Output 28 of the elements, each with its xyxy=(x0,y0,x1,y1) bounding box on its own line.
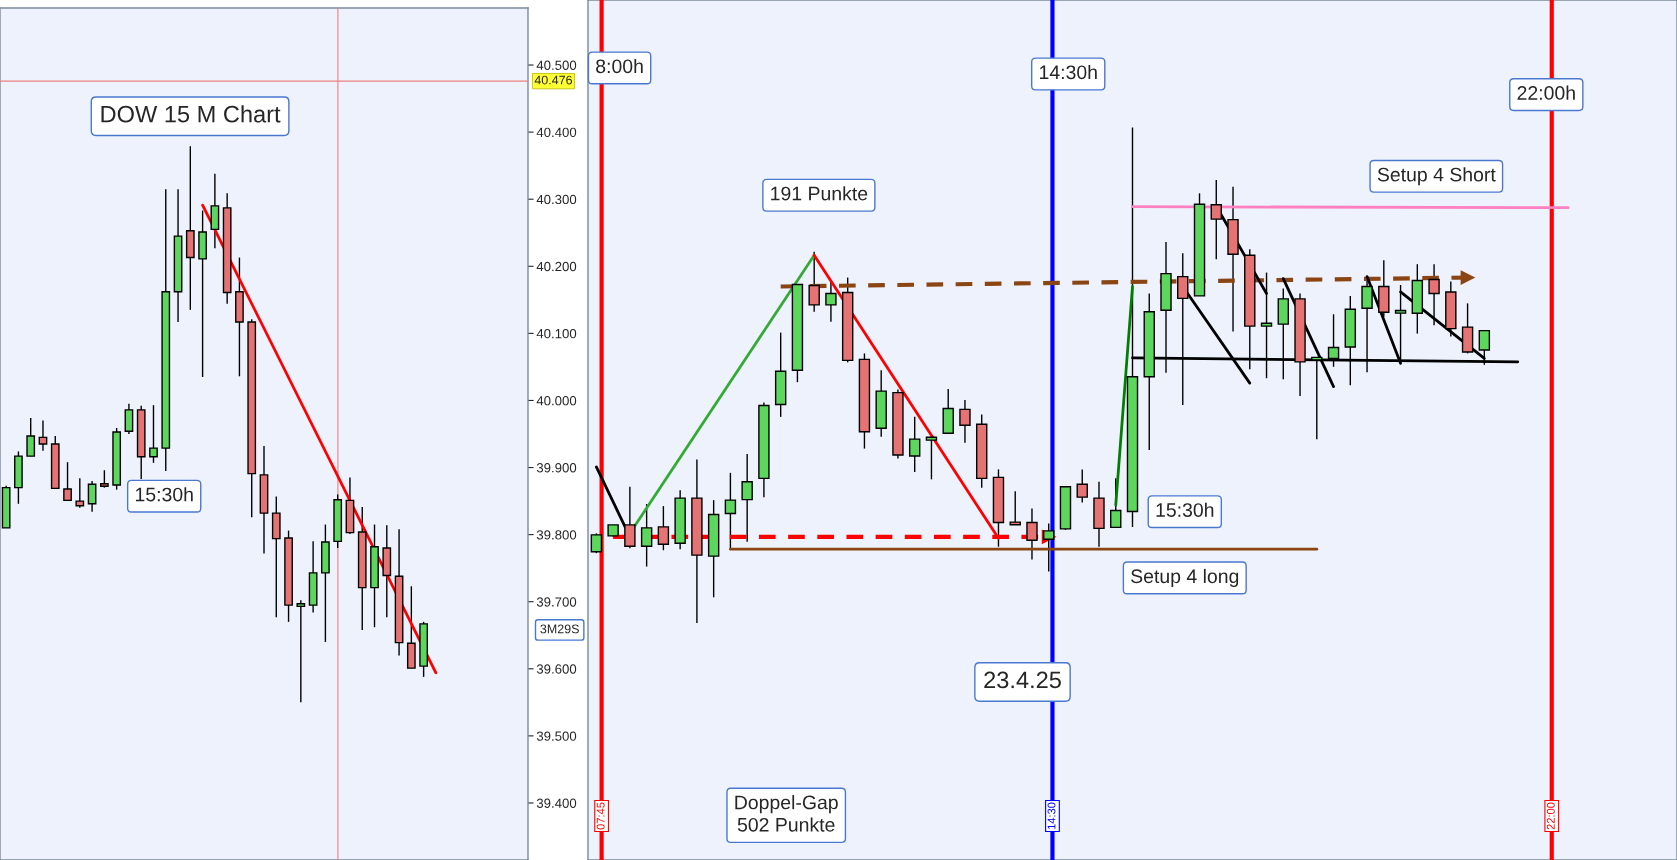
y-tick-label: 40.400 xyxy=(536,127,577,138)
y-tick-label: 39.600 xyxy=(536,664,577,674)
annotation: 15:30h xyxy=(135,487,193,502)
text: Doppel-Gap 502 Punkte xyxy=(735,795,838,832)
annotation: DOW 15 M Chart xyxy=(101,105,281,123)
text: 22:00h xyxy=(1517,85,1575,100)
annotation: 191 Punkte xyxy=(771,186,868,201)
ref-line-label: 40.476 xyxy=(534,75,573,85)
text: 14:30 xyxy=(1047,802,1056,830)
y-tick-label: 39.900 xyxy=(536,463,577,473)
y-tick-label: 39.500 xyxy=(536,731,577,741)
y-tick-label: 40.500 xyxy=(536,60,577,70)
text: 07:45 xyxy=(596,802,605,830)
y-tick-label: 40.000 xyxy=(536,396,577,406)
text: 3M29S xyxy=(540,624,579,634)
y-tick-label: 40.100 xyxy=(536,328,577,339)
y-tick-label: 39.700 xyxy=(536,597,577,607)
annotation: Setup 4 long xyxy=(1131,568,1239,587)
text: 8:00h xyxy=(596,58,643,74)
text: 14:30h xyxy=(1040,64,1097,80)
text: 23.4.25 xyxy=(984,671,1061,689)
text: 22:00 xyxy=(1546,802,1555,830)
y-tick-label: 40.200 xyxy=(536,261,577,272)
annotation: 15:30h xyxy=(1156,502,1214,517)
y-tick-label: 40.300 xyxy=(536,194,577,205)
y-tick-label: 39.400 xyxy=(536,798,577,808)
annotation: Setup 4 Short xyxy=(1377,167,1496,186)
y-tick-label: 39.800 xyxy=(536,530,577,540)
